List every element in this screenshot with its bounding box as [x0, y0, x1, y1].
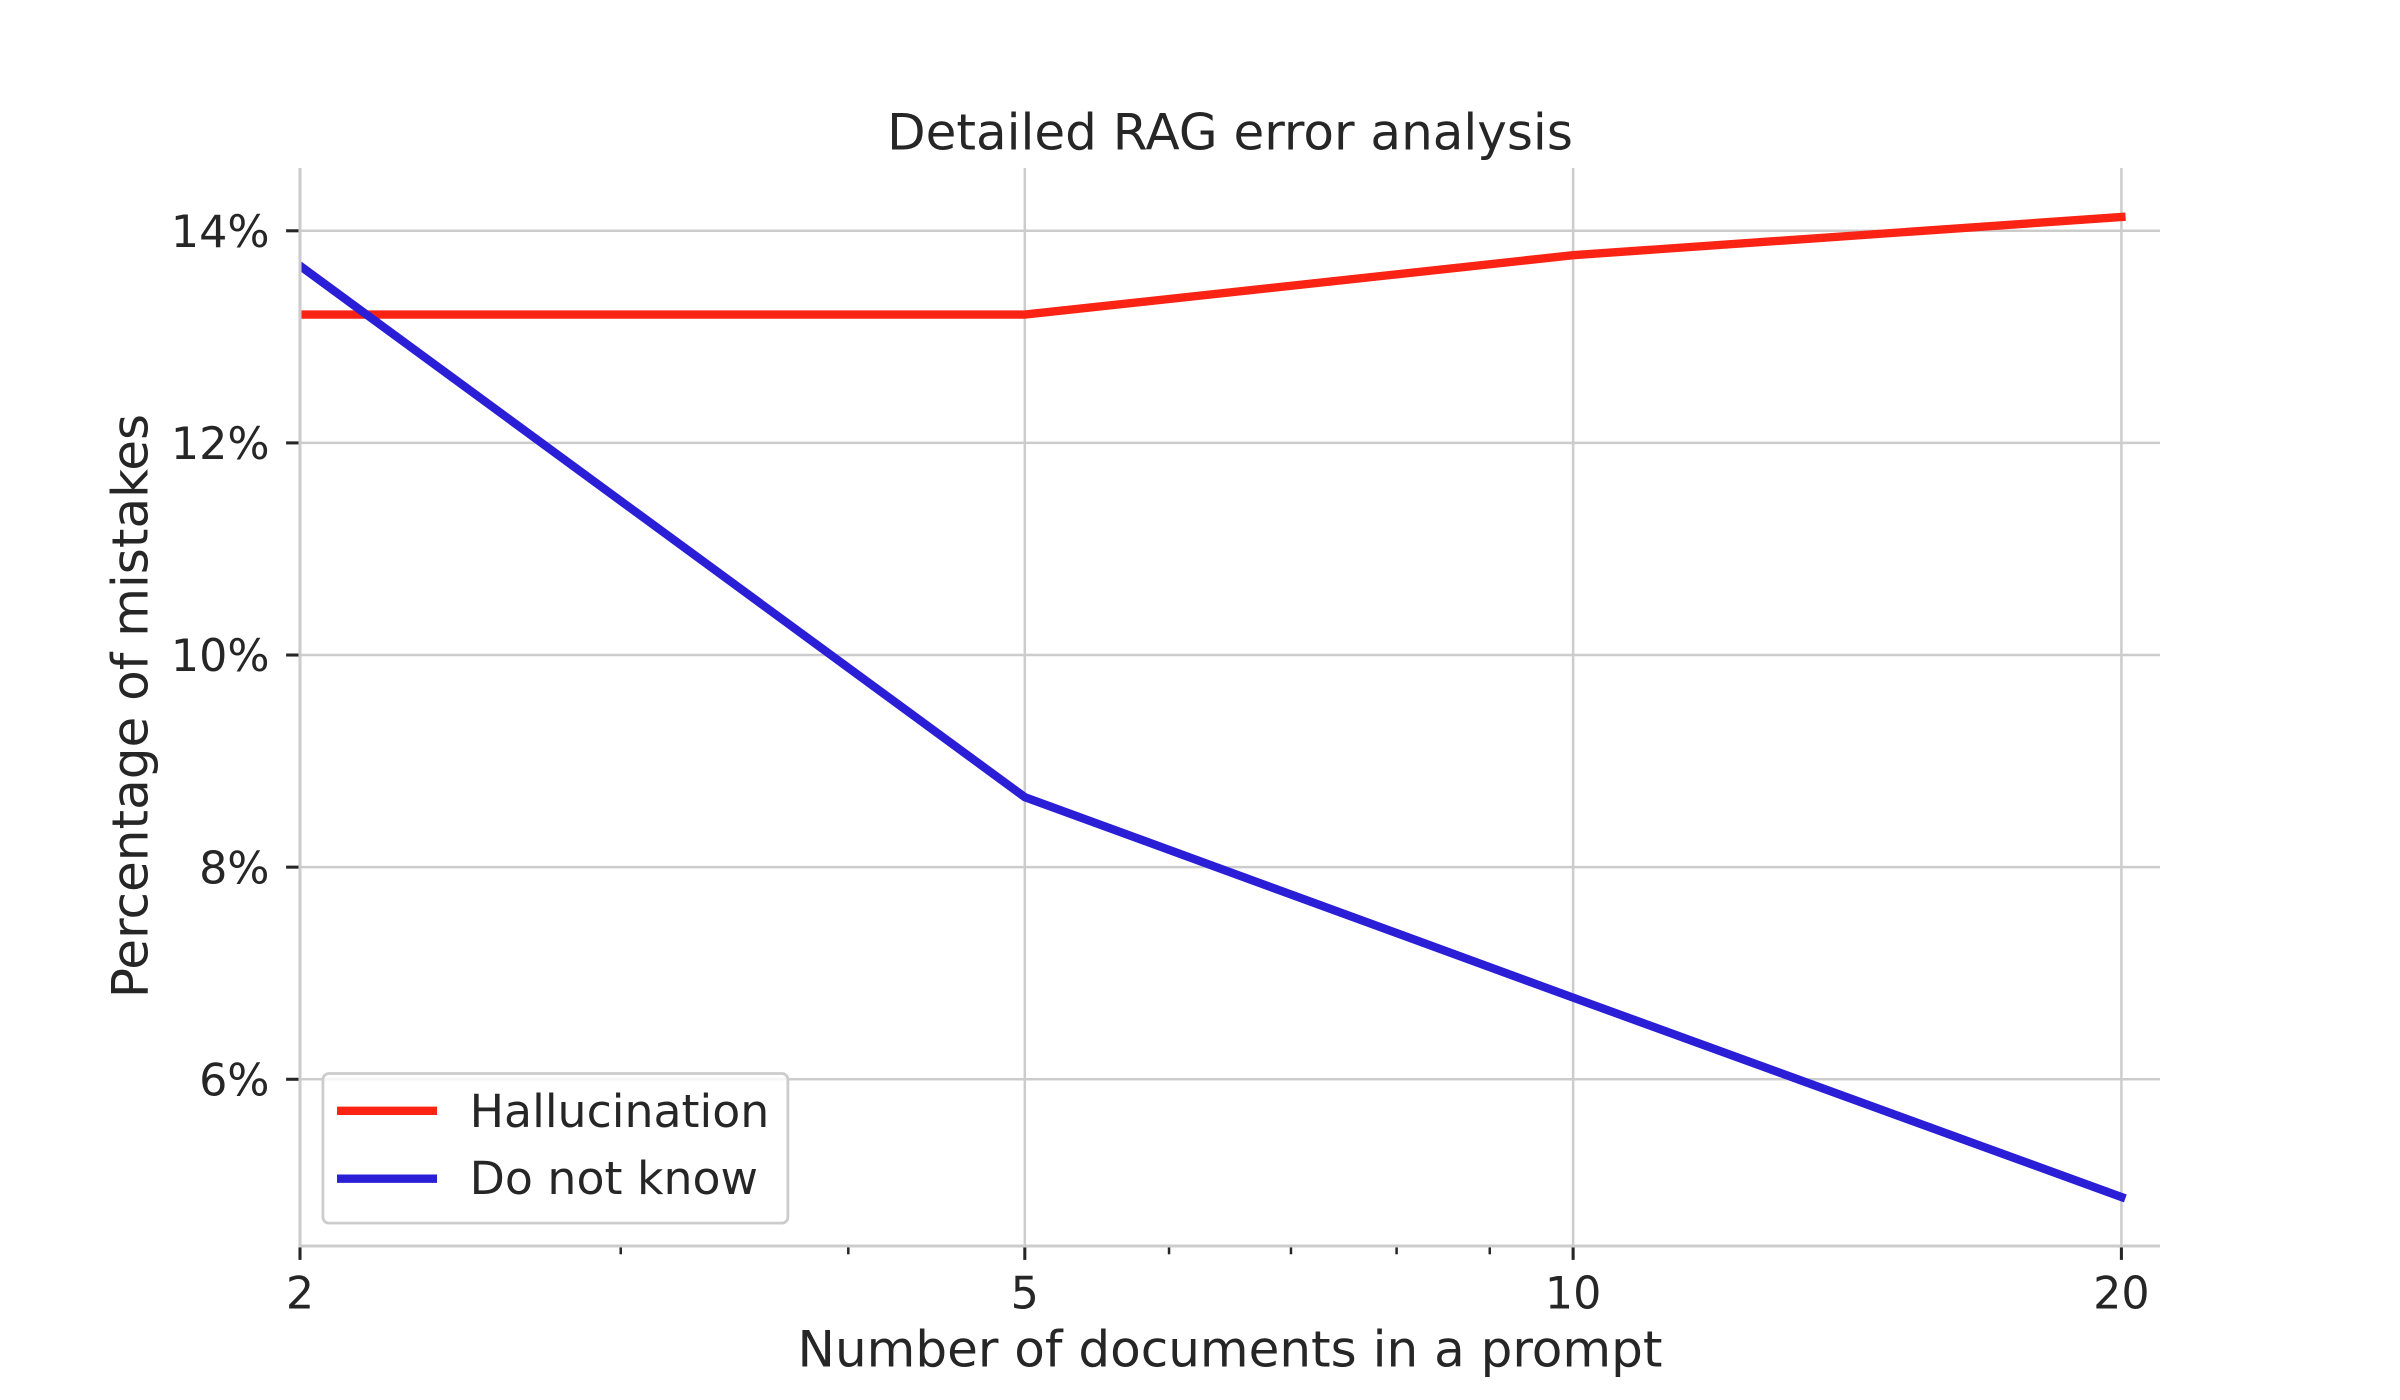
x-tick-label: 5 [1011, 1269, 1039, 1320]
series-line-hallucination [300, 212, 2126, 319]
x-axis-label: Number of documents in a prompt [798, 1321, 1663, 1379]
tick-label-layer: 6% 8% 10% 12% 14% 2 5 10 20 [171, 207, 2150, 1320]
legend-label-hallucination: Hallucination [470, 1084, 770, 1138]
y-tick-label: 8% [199, 843, 269, 894]
y-tick-label: 10% [171, 631, 270, 682]
grid-layer [300, 168, 2160, 1246]
y-tick-label: 6% [199, 1055, 269, 1106]
legend-box [321, 1072, 790, 1225]
series-layer [300, 212, 2127, 1203]
y-tick-label: 14% [171, 207, 270, 258]
series-line-do-not-know [300, 260, 2127, 1203]
x-tick-label: 2 [286, 1269, 314, 1320]
y-tick-label: 12% [171, 419, 270, 470]
legend-label-do-not-know: Do not know [470, 1151, 758, 1205]
x-tick-label: 10 [1545, 1269, 1602, 1320]
spine-layer [298, 168, 2160, 1248]
chart-title: Detailed RAG error analysis [887, 104, 1573, 162]
tick-layer [286, 229, 2123, 1260]
legend: Hallucination Do not know [321, 1072, 790, 1225]
x-tick-label: 20 [2093, 1269, 2150, 1320]
y-axis-label: Percentage of mistakes [102, 414, 160, 998]
